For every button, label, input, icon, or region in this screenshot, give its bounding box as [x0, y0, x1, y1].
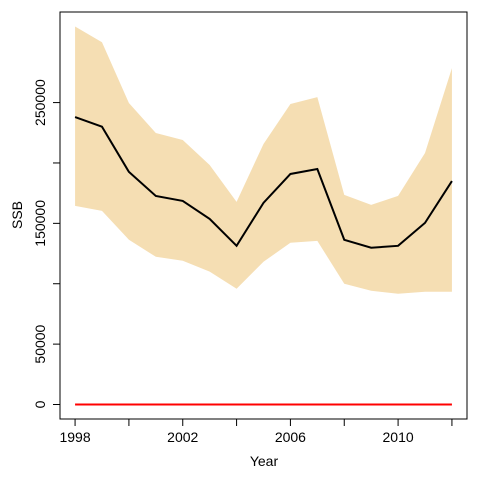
y-tick-label: 0 — [32, 400, 48, 408]
x-tick-label: 2010 — [383, 429, 414, 445]
x-tick-label: 1998 — [59, 429, 90, 445]
y-axis-label: SSB — [9, 201, 25, 229]
confidence-band — [75, 26, 452, 294]
y-tick-label: 50000 — [32, 324, 48, 363]
y-tick-label: 250000 — [32, 79, 48, 126]
x-tick-label: 2006 — [275, 429, 306, 445]
plot-frame — [59, 11, 468, 420]
series-line — [74, 116, 453, 249]
x-axis-label: Year — [250, 453, 279, 469]
y-tick-label: 150000 — [32, 200, 48, 247]
x-tick-label: 2002 — [167, 429, 198, 445]
